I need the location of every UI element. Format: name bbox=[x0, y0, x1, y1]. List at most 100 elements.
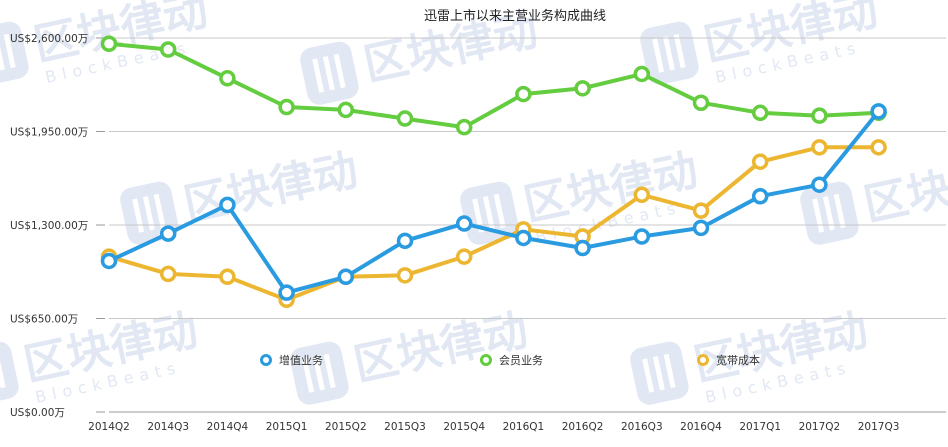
data-point bbox=[692, 219, 710, 237]
watermark-mark: 区块律动 bbox=[120, 145, 362, 245]
watermark-logo-bar bbox=[482, 196, 495, 231]
x-tick-label: 2015Q4 bbox=[443, 421, 485, 433]
watermark-logo-bar bbox=[663, 353, 676, 389]
watermark-logo-bar bbox=[0, 353, 6, 389]
watermark-text: 区块律动 bbox=[859, 145, 948, 231]
y-tick-label: US$1,300.00万 bbox=[10, 220, 88, 232]
watermark-text: 区块律动 bbox=[349, 305, 532, 391]
data-point bbox=[515, 85, 532, 103]
watermark-logo-bar bbox=[662, 36, 675, 71]
data-point bbox=[870, 103, 887, 120]
data-point bbox=[751, 187, 769, 205]
watermark-logo-bar bbox=[0, 36, 5, 71]
watermark-logo-bar bbox=[812, 198, 825, 233]
watermark-logo-bar bbox=[322, 56, 335, 91]
data-point bbox=[337, 101, 355, 119]
data-point bbox=[633, 65, 651, 83]
data-point bbox=[751, 104, 769, 122]
data-point bbox=[455, 215, 473, 232]
data-point bbox=[811, 176, 828, 193]
watermark-logo-bar bbox=[833, 193, 846, 229]
legend-marker-icon bbox=[697, 354, 709, 366]
watermark-logo-bar bbox=[642, 358, 655, 393]
data-point bbox=[278, 98, 295, 116]
x-tick-label: 2017Q2 bbox=[799, 421, 841, 433]
data-point bbox=[159, 265, 177, 283]
data-point bbox=[692, 202, 710, 219]
watermark-logo-bar bbox=[822, 196, 835, 231]
data-point bbox=[219, 196, 236, 214]
x-tick-label: 2015Q2 bbox=[325, 421, 367, 433]
data-point bbox=[396, 232, 414, 250]
watermark-logo-bar bbox=[142, 196, 155, 231]
watermark-logo-icon bbox=[0, 21, 29, 85]
series-1 bbox=[100, 35, 887, 136]
watermark-logo-bar bbox=[493, 193, 506, 229]
x-tick-label: 2015Q1 bbox=[266, 421, 308, 433]
legend-item: 会员业务 bbox=[480, 354, 543, 367]
watermark-text: 区块律动 bbox=[179, 145, 362, 231]
x-tick-label: 2014Q2 bbox=[88, 421, 130, 433]
watermark-logo-bar bbox=[673, 33, 686, 69]
watermark-logo-bar bbox=[323, 353, 336, 389]
watermark-logo-icon bbox=[0, 341, 19, 405]
x-axis-ticks: 2014Q2 2014Q3 2014Q4 2015Q1 2015Q2 2015Q3 2015… bbox=[88, 421, 899, 433]
watermark-mark: 区块律动 bbox=[800, 145, 948, 245]
data-point bbox=[633, 186, 651, 204]
watermark-logo-bar bbox=[302, 358, 315, 393]
watermark-logo-bar bbox=[312, 58, 325, 93]
data-point bbox=[515, 229, 532, 247]
watermark-logo-bar bbox=[472, 198, 485, 233]
watermark-logo-bar bbox=[153, 193, 166, 229]
y-tick-label: US$650.00万 bbox=[10, 314, 78, 326]
data-point bbox=[455, 248, 473, 265]
data-point bbox=[219, 268, 236, 286]
legend-item: 宽带成本 bbox=[697, 353, 760, 367]
watermark-logo-bar bbox=[312, 356, 325, 391]
legend-marker-icon bbox=[480, 354, 492, 366]
data-point bbox=[811, 107, 828, 124]
x-tick-label: 2016Q4 bbox=[680, 421, 722, 433]
data-point bbox=[574, 80, 591, 97]
legend-marker-icon bbox=[260, 354, 272, 366]
series-0 bbox=[100, 103, 887, 301]
y-tick-label: US$1,950.00万 bbox=[10, 127, 88, 139]
series-line bbox=[108, 145, 879, 302]
data-point bbox=[811, 139, 828, 156]
watermark-logo-bar bbox=[3, 33, 16, 69]
y-tick-label: US$2,600.00万 bbox=[10, 33, 88, 45]
watermark-logo-bar bbox=[132, 198, 145, 233]
x-tick-label: 2016Q3 bbox=[621, 421, 663, 433]
data-point bbox=[396, 267, 414, 284]
x-tick-label: 2016Q2 bbox=[562, 421, 604, 433]
x-tick-label: 2014Q3 bbox=[147, 421, 189, 433]
data-point bbox=[751, 153, 769, 170]
data-point bbox=[100, 35, 118, 53]
data-point bbox=[633, 228, 651, 245]
watermark-logo-bar bbox=[652, 38, 665, 73]
data-point bbox=[100, 252, 118, 270]
x-tick-label: 2016Q1 bbox=[503, 421, 545, 433]
x-tick-label: 2015Q3 bbox=[384, 421, 426, 433]
data-point bbox=[278, 284, 295, 301]
y-axis-ticks: US$0.00万 US$650.00万 US$1,300.00万 US$1,950.0… bbox=[10, 33, 88, 419]
data-point bbox=[396, 110, 414, 127]
series-line bbox=[108, 110, 881, 295]
chart-title: 迅雷上市以来主营业务构成曲线 bbox=[424, 8, 606, 24]
data-point bbox=[574, 239, 591, 257]
x-tick-label: 2014Q4 bbox=[207, 421, 249, 433]
legend-label: 增值业务 bbox=[279, 353, 323, 367]
legend: 增值业务 会员业务 宽带成本 bbox=[260, 353, 760, 367]
watermark-logo-bar bbox=[333, 53, 346, 89]
data-point bbox=[870, 139, 887, 156]
data-point bbox=[219, 70, 236, 87]
data-point bbox=[337, 268, 355, 286]
data-point bbox=[455, 118, 473, 136]
legend-item: 增值业务 bbox=[260, 353, 323, 367]
watermark-logo-bar bbox=[652, 356, 665, 391]
data-point bbox=[159, 225, 177, 242]
watermark-mark: 区块律动 bbox=[290, 305, 532, 405]
